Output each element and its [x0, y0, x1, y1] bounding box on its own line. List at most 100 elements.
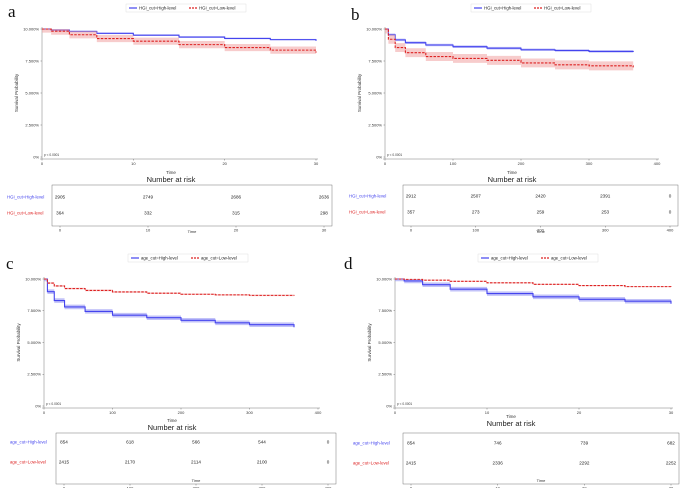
risk-tick-label: 0 [410, 228, 413, 233]
risk-tick-label: 30 [669, 486, 674, 488]
km-chart-b: b HGI_cut=High-level HGI_cut=Low-level 10.0… [349, 3, 679, 234]
legend-label-low: HGI_cut=Low-level [199, 6, 235, 11]
survival-line-low [44, 278, 295, 296]
survival-line-high [395, 278, 672, 304]
y-tick-label: 5.000% [378, 340, 392, 345]
risk-x-title: Time [192, 478, 202, 483]
panel-b: b HGI_cut=High-level HGI_cut=Low-level 10.0… [343, 0, 685, 244]
legend-label-high: age_cut=High-level [491, 256, 528, 261]
risk-count-high: 2749 [143, 195, 154, 200]
y-tick-label: 5.000% [25, 90, 39, 95]
risk-count-high: 854 [407, 441, 415, 446]
legend-label-high: HGI_cut=High-level [139, 6, 176, 11]
y-tick-label: 2.500% [368, 122, 382, 127]
x-tick-label: 100 [109, 410, 116, 415]
km-chart-c: c age_cut=High-level age_cut=Low-level 10.0… [6, 253, 337, 488]
risk-count-low: 2336 [493, 461, 504, 466]
risk-tick-label: 20 [234, 228, 239, 233]
risk-count-high: 2507 [471, 194, 482, 199]
x-tick-label: 300 [586, 161, 593, 166]
risk-table-title: Number at risk [147, 175, 196, 184]
risk-row-label-high: age_cut=High-level [10, 440, 47, 445]
y-tick-label: 10.000% [366, 26, 382, 31]
risk-tick-label: 200 [537, 228, 544, 233]
survival-line-low [385, 28, 634, 68]
risk-count-low: 2100 [257, 460, 268, 465]
risk-count-high: 566 [192, 440, 200, 445]
risk-count-low: 364 [56, 211, 64, 216]
risk-count-high: 2905 [55, 195, 66, 200]
risk-row-label-high: HGI_cut=High-level [349, 194, 386, 199]
legend-box [127, 253, 249, 263]
ci-band-high [44, 279, 295, 330]
risk-tick-label: 10 [495, 486, 500, 488]
panel-d: d age_cut=High-level age_cut=Low-level 10.0… [343, 244, 685, 488]
x-tick-label: 200 [178, 410, 185, 415]
risk-count-low: 2114 [191, 460, 201, 465]
risk-count-high: 0 [327, 440, 330, 445]
y-tick-label: 7.500% [368, 58, 382, 63]
x-tick-label: 0 [384, 161, 387, 166]
risk-tick-label: 200 [193, 486, 200, 488]
risk-count-low: 2415 [406, 461, 417, 466]
legend-label-low: age_cut=Low-level [551, 256, 587, 261]
y-tick-label: 10.000% [23, 26, 39, 31]
risk-tick-label: 400 [667, 228, 674, 233]
y-axis-title: Survival Probability [14, 73, 19, 112]
x-tick-label: 0 [41, 161, 44, 166]
risk-count-low: 298 [320, 211, 328, 216]
x-axis-title: Time [167, 418, 177, 423]
panel-c: c age_cut=High-level age_cut=Low-level 10.0… [0, 244, 342, 488]
risk-table-frame [402, 432, 680, 485]
risk-count-high: 854 [60, 440, 68, 445]
panel-letter: c [6, 254, 14, 273]
risk-count-high: 2912 [406, 194, 417, 199]
risk-table-title: Number at risk [148, 423, 197, 432]
km-chart-a: a HGI_cut=High-level HGI_cut=Low-level 10.0… [7, 2, 333, 234]
y-tick-label: 2.500% [25, 122, 39, 127]
x-tick-label: 300 [246, 410, 253, 415]
x-tick-label: 400 [315, 410, 322, 415]
legend-box [470, 3, 592, 13]
risk-row-label-low: age_cut=Low-level [353, 461, 389, 466]
panel-letter: d [344, 254, 353, 273]
risk-tick-label: 300 [602, 228, 609, 233]
risk-tick-label: 0 [59, 228, 62, 233]
risk-count-low: 332 [144, 211, 152, 216]
p-value: p < 0.0001 [397, 402, 412, 406]
risk-count-low: 253 [601, 210, 609, 215]
risk-count-high: 2636 [319, 195, 330, 200]
survival-line-low [395, 278, 672, 288]
y-axis-title: Survival Probability [16, 323, 21, 362]
survival-line-low [42, 28, 317, 53]
risk-table-frame [402, 184, 679, 227]
y-axis-title: Survival Probability [367, 323, 372, 362]
x-tick-label: 0 [43, 410, 46, 415]
risk-tick-label: 400 [325, 486, 332, 488]
risk-count-high: 2391 [600, 194, 611, 199]
x-tick-label: 20 [222, 161, 227, 166]
risk-x-title: Time [536, 229, 546, 234]
risk-count-low: 0 [669, 210, 672, 215]
x-tick-label: 20 [577, 410, 582, 415]
legend-label-low: HGI_cut=Low-level [544, 6, 580, 11]
y-tick-label: 0% [386, 403, 392, 408]
survival-line-high [44, 278, 295, 328]
risk-count-high: 544 [258, 440, 266, 445]
risk-count-low: 357 [407, 210, 415, 215]
x-tick-label: 0 [394, 410, 397, 415]
risk-count-low: 315 [232, 211, 240, 216]
legend-label-high: age_cut=High-level [141, 256, 178, 261]
risk-row-label-high: age_cut=High-level [353, 441, 390, 446]
legend-box [125, 3, 247, 13]
risk-table-frame [51, 184, 333, 227]
y-tick-label: 7.500% [378, 308, 392, 313]
panel-letter: a [8, 2, 16, 21]
y-tick-label: 5.000% [27, 340, 41, 345]
x-axis-title: Time [507, 170, 517, 175]
risk-tick-label: 0 [410, 486, 413, 488]
risk-count-low: 2415 [59, 460, 70, 465]
risk-count-low: 273 [472, 210, 480, 215]
risk-count-low: 259 [537, 210, 545, 215]
x-tick-label: 10 [485, 410, 490, 415]
